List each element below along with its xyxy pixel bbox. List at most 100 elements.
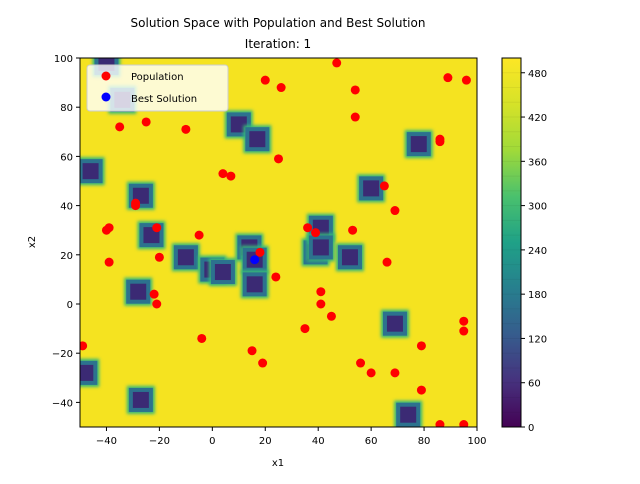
basin-core	[400, 406, 417, 423]
x-axis-label: x1	[272, 458, 284, 469]
population-point	[382, 257, 392, 267]
population-point	[390, 368, 400, 378]
population-point	[271, 272, 281, 282]
colorbar: 0 60 120 180 240 300 360 420 480	[501, 57, 547, 434]
legend-box	[86, 64, 229, 112]
chart-subtitle: Iteration: 1	[245, 37, 311, 51]
population-point	[350, 112, 360, 122]
population-point	[356, 358, 366, 368]
population-point	[141, 117, 151, 127]
population-point	[194, 230, 204, 240]
population-point	[276, 83, 286, 93]
population-point	[255, 247, 265, 257]
basin-core	[363, 180, 380, 197]
population-point	[379, 181, 389, 191]
y-tick-label: 20	[60, 251, 73, 262]
x-tick-label: −20	[149, 436, 170, 447]
population-point	[197, 333, 207, 343]
x-tick-label: 100	[467, 436, 486, 447]
population-point	[149, 289, 159, 299]
colorbar-tick-label: 120	[528, 334, 547, 345]
colorbar-tick-label: 480	[528, 69, 547, 80]
basin-core	[132, 391, 149, 408]
legend-label-population: Population	[131, 72, 184, 83]
colorbar-tick-label: 360	[528, 157, 547, 168]
colorbar-tick-label: 180	[528, 290, 547, 301]
population-point	[303, 223, 313, 233]
colorbar-tick-label: 0	[528, 423, 534, 434]
population-point	[459, 316, 469, 326]
best-solution-point	[250, 255, 260, 265]
legend-label-best-solution: Best Solution	[131, 94, 197, 105]
colorbar-tick-label: 420	[528, 113, 547, 124]
population-point	[181, 124, 191, 134]
y-axis-label: x2	[27, 236, 38, 248]
x-tick-label: 80	[418, 436, 431, 447]
population-point	[326, 311, 336, 321]
chart-title: Solution Space with Population and Best …	[131, 16, 426, 30]
colorbar-tick-label: 300	[528, 202, 547, 213]
population-point	[443, 73, 453, 83]
population-point	[366, 368, 376, 378]
population-point	[459, 420, 469, 427]
legend: Population Best Solution	[86, 64, 229, 112]
y-tick-label: 60	[60, 152, 73, 163]
population-point	[316, 299, 326, 309]
basin-core	[249, 131, 266, 148]
y-tick-label: 0	[67, 300, 73, 311]
population-point	[152, 299, 162, 309]
y-tick-label: 100	[54, 54, 73, 65]
colorbar-tick-label: 60	[528, 379, 541, 390]
population-point	[316, 287, 326, 297]
population-point	[416, 341, 426, 351]
population-point	[226, 171, 236, 181]
population-point	[435, 137, 445, 147]
plot-frame	[79, 57, 478, 428]
population-point	[115, 122, 125, 132]
population-point	[311, 228, 321, 238]
population-point	[300, 324, 310, 334]
basin-core	[82, 163, 99, 180]
y-tick-label: 80	[60, 103, 73, 114]
population-point	[435, 420, 445, 427]
y-axis: −40 −20 0 20 40 60 80 100	[52, 54, 80, 409]
population-point	[258, 358, 268, 368]
colorbar-frame	[501, 57, 522, 428]
x-tick-label: 60	[365, 436, 378, 447]
x-tick-label: −40	[96, 436, 117, 447]
basin-core	[312, 239, 329, 256]
scatter-points	[80, 58, 471, 427]
population-point	[101, 225, 111, 235]
population-point	[260, 75, 270, 85]
basin-core	[341, 249, 358, 266]
basin-core	[214, 264, 231, 281]
basin-core	[386, 315, 403, 332]
x-axis: −40 −20 0 20 40 60 80 100	[96, 427, 487, 447]
population-point	[80, 341, 88, 351]
y-tick-label: −40	[52, 398, 73, 409]
colorbar-tick-label: 240	[528, 246, 547, 257]
population-point	[350, 85, 360, 95]
basin-core	[246, 276, 263, 293]
population-point	[332, 58, 342, 68]
basin-core	[80, 364, 94, 381]
x-tick-label: 20	[259, 436, 272, 447]
population-point	[247, 346, 257, 356]
y-tick-label: −20	[52, 349, 73, 360]
population-point	[348, 225, 358, 235]
legend-marker-best-solution	[101, 92, 111, 102]
population-point	[390, 206, 400, 216]
population-point	[416, 385, 426, 395]
basin-core	[177, 249, 194, 266]
population-point	[104, 257, 114, 267]
basin-core	[130, 283, 147, 300]
population-point	[218, 169, 228, 179]
y-tick-label: 40	[60, 202, 73, 213]
basin-core	[410, 136, 427, 153]
legend-marker-population	[101, 71, 111, 81]
population-point	[154, 252, 164, 262]
plot-area	[79, 57, 478, 428]
x-tick-label: 0	[209, 436, 215, 447]
population-point	[152, 223, 162, 233]
